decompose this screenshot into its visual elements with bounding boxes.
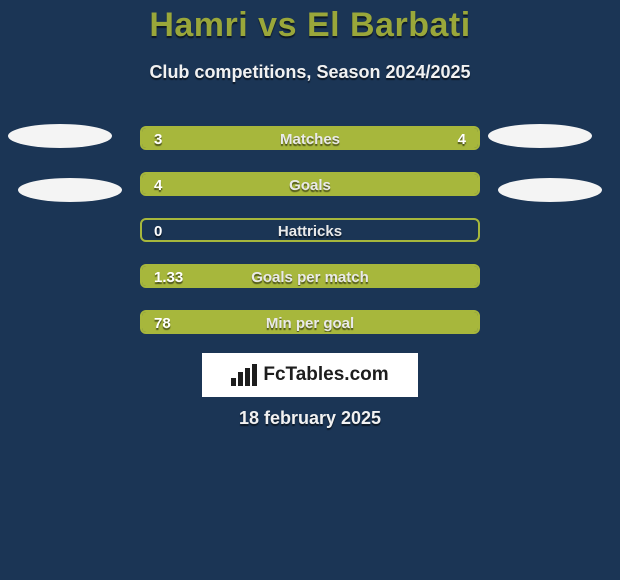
stat-label: Hattricks: [142, 220, 478, 242]
branding-text: FcTables.com: [263, 364, 388, 386]
player-a-name: Hamri: [149, 6, 248, 44]
stat-row: 78Min per goal: [140, 310, 480, 334]
stat-label: Matches: [142, 128, 478, 150]
stat-row: 1.33Goals per match: [140, 264, 480, 288]
stat-row: 4Goals: [140, 172, 480, 196]
comparison-title: Hamri vs El Barbati: [0, 6, 620, 45]
stat-row: 34Matches: [140, 126, 480, 150]
player-a-photo-placeholder-1: [8, 124, 112, 148]
infographic-canvas: Hamri vs El Barbati Club competitions, S…: [0, 0, 620, 580]
stat-label: Goals: [142, 174, 478, 196]
branding-badge: FcTables.com: [202, 353, 418, 397]
date-label: 18 february 2025: [0, 408, 620, 429]
stat-row: 0Hattricks: [140, 218, 480, 242]
subtitle: Club competitions, Season 2024/2025: [0, 62, 620, 83]
stat-label: Min per goal: [142, 312, 478, 334]
bars-icon: [231, 364, 257, 386]
player-a-photo-placeholder-2: [18, 178, 122, 202]
player-b-photo-placeholder-2: [498, 178, 602, 202]
vs-separator: vs: [258, 6, 297, 44]
stat-label: Goals per match: [142, 266, 478, 288]
player-b-photo-placeholder-1: [488, 124, 592, 148]
player-b-name: El Barbati: [307, 6, 471, 44]
